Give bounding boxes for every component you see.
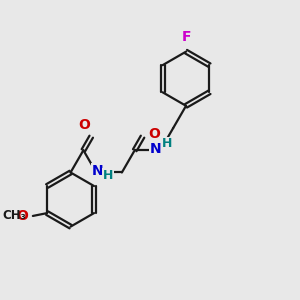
Text: N: N <box>149 142 161 156</box>
Text: F: F <box>181 30 191 44</box>
Text: O: O <box>148 127 160 141</box>
Text: O: O <box>17 209 28 223</box>
Text: H: H <box>161 137 172 151</box>
Text: N: N <box>92 164 103 178</box>
Text: CH₃: CH₃ <box>2 209 26 223</box>
Text: O: O <box>78 118 90 132</box>
Text: H: H <box>103 169 113 182</box>
